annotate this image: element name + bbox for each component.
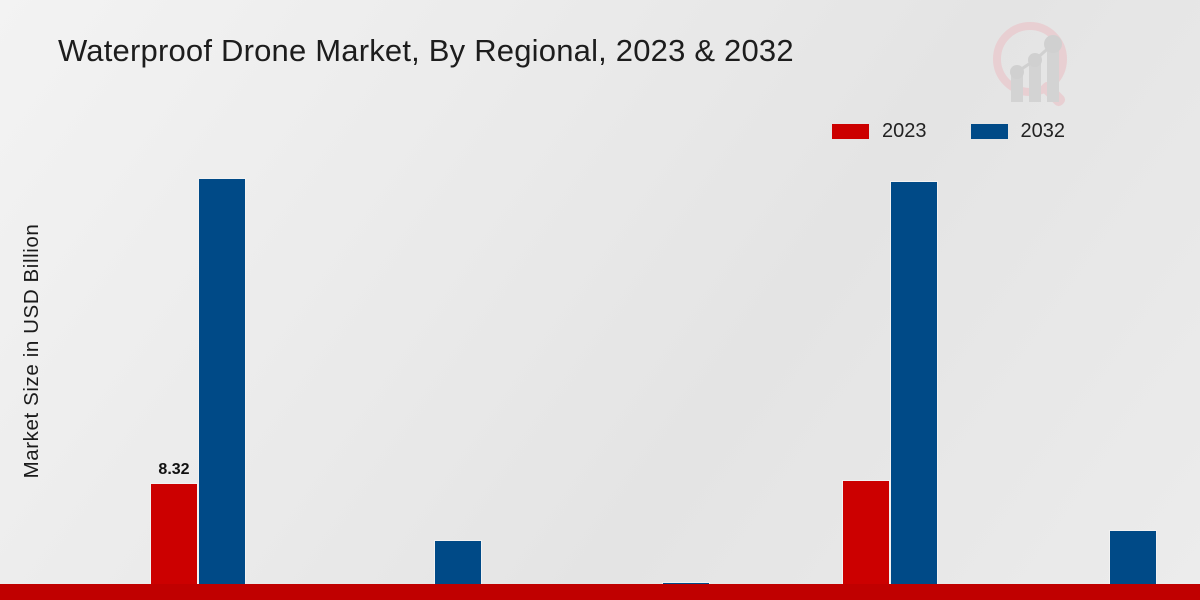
bar-value-label: 8.32 xyxy=(158,460,190,478)
bar-group: SOUTHAMERICA xyxy=(582,150,742,600)
chart-legend: 2023 2032 xyxy=(832,120,1065,143)
legend-swatch-2023 xyxy=(832,124,869,139)
legend-item-2032[interactable]: 2032 xyxy=(970,120,1066,143)
bar-pair xyxy=(582,150,742,600)
bar-2023-asia-pacific[interactable] xyxy=(842,479,890,600)
bar-2032-asia-pacific[interactable] xyxy=(890,181,938,600)
bar-2032-north-america[interactable] xyxy=(198,178,246,600)
bar-groups: 8.32NORTHAMERICA EUROPE SOUTHAMERICA ASIAPA… xyxy=(80,150,1200,600)
plot-area: 8.32NORTHAMERICA EUROPE SOUTHAMERICA ASIAPA… xyxy=(40,150,1200,600)
bar-group: ASIAPACIFIC xyxy=(810,150,970,600)
legend-swatch-2032 xyxy=(970,124,1008,139)
bar-pair xyxy=(810,150,970,600)
legend-label-2032: 2032 xyxy=(1020,120,1066,142)
watermark-logo-icon xyxy=(985,14,1085,114)
legend-label-2023: 2023 xyxy=(882,120,927,142)
legend-item-2023[interactable]: 2023 xyxy=(832,120,927,143)
footer-accent-bar xyxy=(0,584,1200,600)
bar-group: MIDDLEEASTANDAFRICA xyxy=(1029,150,1189,600)
bar-2023-north-america[interactable]: 8.32 xyxy=(150,461,198,600)
bar-pair xyxy=(1029,150,1189,600)
bar-pair: 8.32 xyxy=(118,150,278,600)
chart-title: Waterproof Drone Market, By Regional, 20… xyxy=(58,33,794,68)
bar-group: EUROPE xyxy=(354,150,514,600)
bar-group: 8.32NORTHAMERICA xyxy=(118,150,278,600)
bar-pair xyxy=(354,150,514,600)
